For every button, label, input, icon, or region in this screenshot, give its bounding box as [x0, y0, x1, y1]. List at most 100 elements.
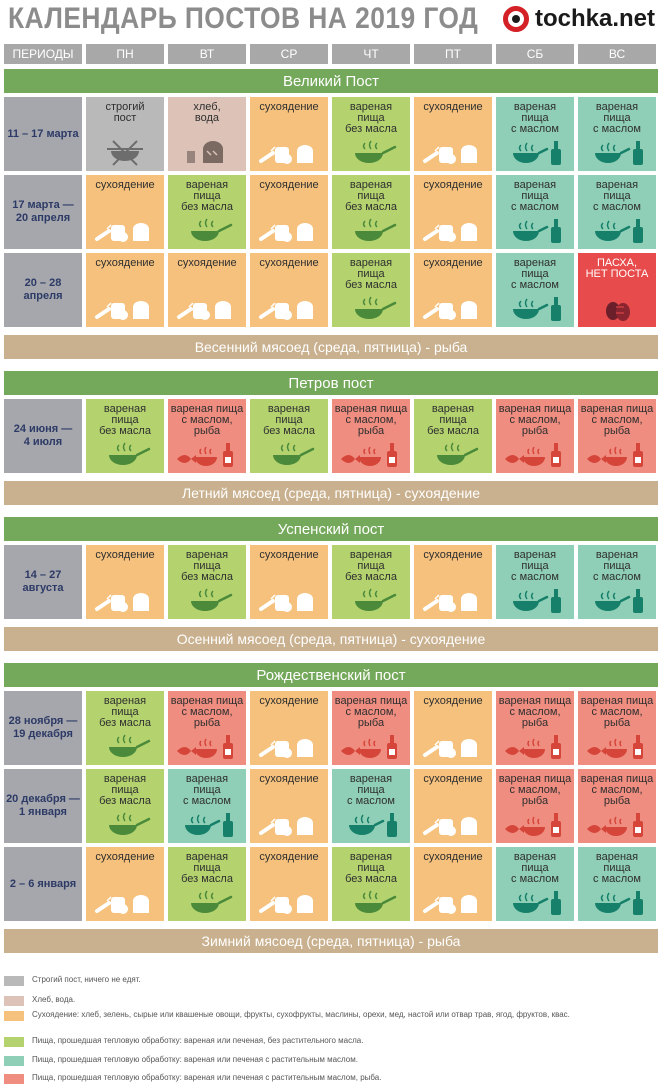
dry-food-icon — [95, 593, 149, 612]
legend-text: Пища, прошедшая тепловую обработку: варе… — [32, 1055, 358, 1064]
day-cell-dry: сухоядение — [168, 253, 246, 327]
cell-label: сухоядение — [423, 549, 483, 561]
oil-food-icon — [513, 891, 561, 915]
legend-swatch — [4, 996, 24, 1006]
meat-eating-period-band: Зимний мясоед (среда, пятница) - рыба — [4, 929, 658, 953]
column-header-3: СР — [250, 44, 328, 64]
fish-food-icon — [587, 443, 643, 467]
dry-food-icon — [259, 301, 313, 320]
day-cell-oil: вареная пища с маслом — [332, 769, 410, 843]
day-cell-cooked: вареная пища без масла — [332, 847, 410, 921]
cell-label: сухоядение — [423, 101, 483, 113]
day-cell-dry: сухоядение — [250, 175, 328, 249]
cell-label: сухоядение — [259, 549, 319, 561]
cell-label: вареная пища с маслом, рыба — [170, 695, 244, 729]
fast-section-title: Петров пост — [4, 371, 658, 395]
day-cell-dry: сухоядение — [414, 175, 492, 249]
column-header-6: СБ — [496, 44, 574, 64]
dry-food-icon — [259, 593, 313, 612]
day-cell-dry: сухоядение — [86, 545, 164, 619]
day-cell-oil: вареная пища с маслом — [496, 97, 574, 171]
period-cell: 24 июня — 4 июля — [4, 399, 82, 473]
cell-label: сухоядение — [423, 257, 483, 269]
fish-food-icon — [587, 735, 643, 759]
easter-food-icon — [606, 302, 630, 321]
day-cell-cooked: вареная пища без масла — [332, 97, 410, 171]
cell-label: вареная пища без масла — [345, 179, 397, 213]
oil-food-icon — [513, 219, 561, 243]
legend-item-bread: Хлеб, вода. — [4, 995, 654, 1006]
cell-label: вареная пища без масла — [263, 403, 315, 437]
day-cell-cooked: вареная пища без масла — [86, 769, 164, 843]
cooked-food-icon — [191, 218, 233, 241]
period-cell: 20 декабря — 1 января — [4, 769, 82, 843]
day-cell-dry: сухоядение — [250, 97, 328, 171]
cell-label: вареная пища без масла — [427, 403, 479, 437]
cell-label: сухоядение — [95, 257, 155, 269]
cell-label: вареная пища с маслом — [593, 549, 641, 583]
cell-label: сухоядение — [259, 695, 319, 707]
cell-label: вареная пища с маслом, рыба — [170, 403, 244, 437]
fish-food-icon — [505, 813, 561, 837]
column-header-4: ЧТ — [332, 44, 410, 64]
fish-food-icon — [177, 735, 233, 759]
dry-food-icon — [259, 817, 313, 836]
dry-food-icon — [423, 817, 477, 836]
cell-label: сухоядение — [259, 179, 319, 191]
cell-label: сухоядение — [259, 101, 319, 113]
day-cell-dry: сухоядение — [250, 545, 328, 619]
legend-text: Пища, прошедшая тепловую обработку: варе… — [32, 1036, 364, 1045]
legend-text: Сухоядение: хлеб, зелень, сырые или кваш… — [32, 1010, 570, 1019]
day-cell-cooked: вареная пища без масла — [86, 691, 164, 765]
cell-label: сухоядение — [259, 773, 319, 785]
cell-label: вареная пища с маслом, рыба — [580, 773, 654, 807]
brand-name: tochka.net — [534, 5, 655, 32]
day-cell-bread: хлеб, вода — [168, 97, 246, 171]
column-header-2: ВТ — [168, 44, 246, 64]
oil-food-icon — [595, 219, 643, 243]
fish-food-icon — [341, 443, 397, 467]
day-cell-oil: вареная пища с маслом — [578, 97, 656, 171]
cell-label: вареная пища с маслом, рыба — [580, 403, 654, 437]
cell-label: сухоядение — [259, 851, 319, 863]
day-cell-cooked: вареная пища без масла — [332, 545, 410, 619]
fish-food-icon — [505, 735, 561, 759]
oil-food-icon — [513, 589, 561, 613]
dry-food-icon — [423, 739, 477, 758]
cooked-food-icon — [355, 588, 397, 611]
cell-label: вареная пища без масла — [181, 851, 233, 885]
cell-label: сухоядение — [177, 257, 237, 269]
cell-label: вареная пища с маслом — [511, 549, 559, 583]
oil-food-icon — [185, 813, 233, 837]
dry-food-icon — [95, 301, 149, 320]
cell-label: вареная пища с маслом, рыба — [334, 695, 408, 729]
cell-label: сухоядение — [423, 773, 483, 785]
cell-label: вареная пища с маслом — [511, 851, 559, 885]
fast-section-title: Успенский пост — [4, 517, 658, 541]
day-cell-fish: вареная пища с маслом, рыба — [332, 399, 410, 473]
dry-food-icon — [259, 223, 313, 242]
day-cell-dry: сухоядение — [414, 545, 492, 619]
legend-item-fish: Пища, прошедшая тепловую обработку: варе… — [4, 1073, 654, 1084]
cooked-food-icon — [109, 442, 151, 465]
cell-label: сухоядение — [423, 851, 483, 863]
dry-food-icon — [95, 223, 149, 242]
brand-logo[interactable]: tochka.net — [502, 2, 655, 36]
cell-label: вареная пища без масла — [181, 179, 233, 213]
cell-label: вареная пища без масла — [99, 403, 151, 437]
cell-label: сухоядение — [95, 179, 155, 191]
period-cell: 20 – 28 апреля — [4, 253, 82, 327]
period-cell: 17 марта — 20 апреля — [4, 175, 82, 249]
column-header-7: ВС — [578, 44, 656, 64]
cell-label: сухоядение — [95, 851, 155, 863]
cell-label: ПАСХА, НЕТ ПОСТА — [585, 257, 649, 280]
cell-label: вареная пища без масла — [99, 695, 151, 729]
legend-item-cooked: Пища, прошедшая тепловую обработку: варе… — [4, 1036, 654, 1047]
day-cell-fish: вареная пища с маслом, рыба — [496, 691, 574, 765]
day-cell-easter: ПАСХА, НЕТ ПОСТА — [578, 253, 656, 327]
cooked-food-icon — [191, 588, 233, 611]
day-cell-fish: вареная пища с маслом, рыба — [496, 769, 574, 843]
day-cell-oil: вареная пища с маслом — [578, 847, 656, 921]
day-cell-cooked: вареная пища без масла — [168, 847, 246, 921]
cell-label: вареная пища с маслом, рыба — [580, 695, 654, 729]
